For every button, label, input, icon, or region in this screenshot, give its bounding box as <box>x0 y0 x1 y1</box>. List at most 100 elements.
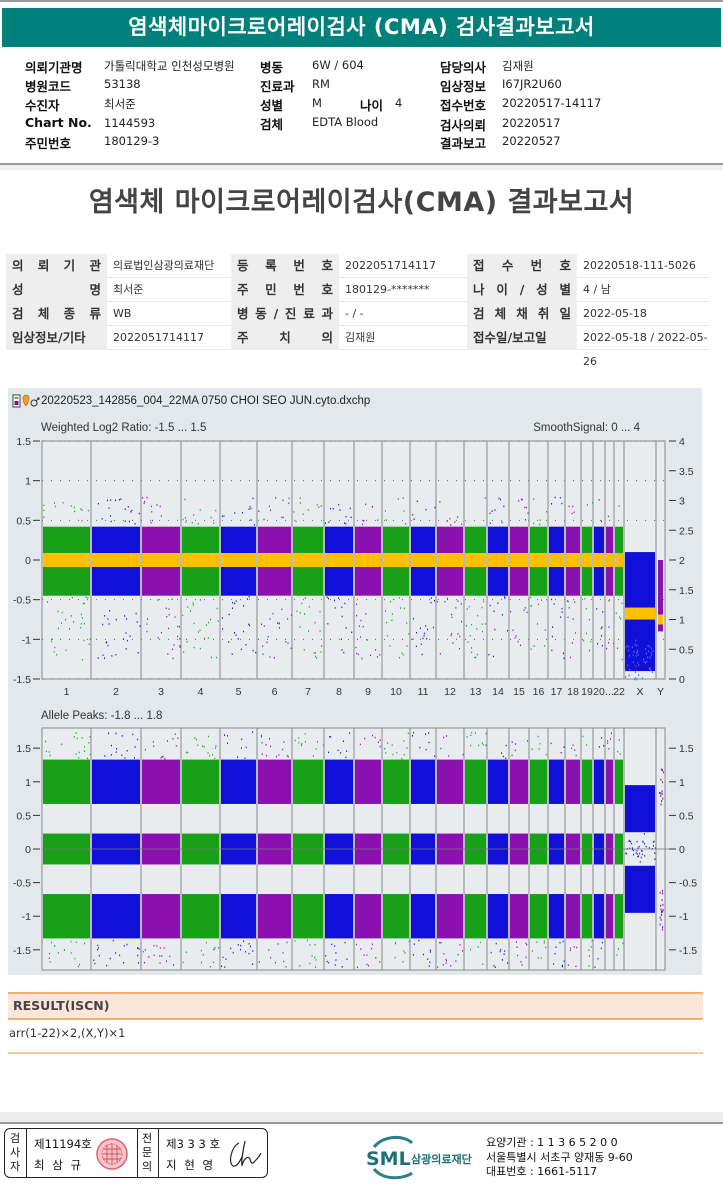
data-point <box>83 602 85 605</box>
detail-row: 성 명 최서준 주 민 번 호 180129-******* 나 이 / 성 별 4 / 남 <box>6 278 709 302</box>
info-label: 검사의뢰 <box>440 118 487 133</box>
data-point <box>142 497 144 499</box>
data-point <box>87 509 89 512</box>
data-point <box>621 602 623 605</box>
data-point <box>394 942 396 945</box>
data-point <box>483 600 485 603</box>
data-point <box>422 953 424 956</box>
data-point <box>640 856 642 859</box>
data-point <box>503 953 505 955</box>
data-point <box>214 757 216 760</box>
data-point <box>445 962 447 964</box>
data-point <box>275 497 277 499</box>
data-point <box>364 737 366 740</box>
data-point <box>215 509 217 512</box>
data-point <box>186 640 188 643</box>
data-point <box>115 751 117 753</box>
data-point <box>82 602 84 605</box>
data-point <box>237 756 239 758</box>
data-point <box>144 748 146 751</box>
data-point <box>576 946 578 949</box>
data-point <box>642 840 644 843</box>
data-point <box>270 956 272 959</box>
data-point <box>402 960 404 963</box>
data-point <box>235 600 237 602</box>
data-point <box>625 669 627 672</box>
data-point <box>159 962 161 964</box>
data-point <box>543 940 545 943</box>
data-point <box>448 755 450 757</box>
allele-peak-band <box>582 894 592 939</box>
smooth-signal <box>92 553 140 567</box>
chromosome-11 <box>411 441 437 679</box>
data-point <box>635 852 637 854</box>
data-point <box>197 523 199 525</box>
data-point <box>489 604 491 607</box>
data-point <box>344 941 346 944</box>
data-point <box>425 625 427 627</box>
data-point <box>419 746 421 749</box>
data-point <box>504 596 506 598</box>
detail-value: 의료법인삼광의료재단 <box>113 259 215 272</box>
data-point <box>471 731 473 734</box>
data-point <box>263 518 265 521</box>
data-point <box>241 747 243 749</box>
data-point <box>48 957 50 959</box>
data-point <box>390 600 392 603</box>
data-point <box>386 635 388 637</box>
data-point <box>210 618 212 621</box>
data-point <box>661 913 663 916</box>
label-char: 별 <box>559 282 571 297</box>
data-point <box>84 750 86 753</box>
data-point <box>551 635 553 638</box>
data-point <box>115 732 117 735</box>
data-point <box>248 508 250 510</box>
label-char: 나 <box>473 282 485 297</box>
data-point <box>101 518 103 520</box>
data-point <box>146 623 148 625</box>
data-point <box>402 654 404 656</box>
info-label: 의뢰기관명 <box>25 60 83 75</box>
allele-peak-band <box>488 894 508 939</box>
data-point <box>561 964 563 967</box>
data-point <box>585 607 587 610</box>
info-label: 결과보고 <box>440 136 487 151</box>
data-point <box>342 740 344 743</box>
data-point <box>540 957 542 959</box>
data-point <box>137 954 139 957</box>
data-point <box>651 670 653 673</box>
data-point <box>94 962 96 965</box>
data-point <box>125 648 127 650</box>
log2-band <box>658 560 663 632</box>
data-point <box>643 658 645 661</box>
data-point <box>81 737 83 739</box>
data-point <box>636 840 638 843</box>
data-point <box>252 649 254 652</box>
data-point <box>136 621 138 623</box>
data-point <box>300 744 302 747</box>
y-tick-label: -0.5 <box>13 878 31 890</box>
label-char: 사 <box>9 1146 21 1159</box>
data-point <box>391 744 393 746</box>
info-value: 180129-3 <box>104 134 160 148</box>
data-point <box>331 943 333 946</box>
chromosome-label: 2 <box>113 686 119 698</box>
data-point <box>355 943 357 946</box>
specialist-license-no: 제3 3 3 호 <box>166 1137 221 1151</box>
data-point <box>273 657 275 659</box>
data-point <box>249 945 251 948</box>
data-point <box>476 628 478 630</box>
data-point <box>645 661 647 664</box>
data-point <box>661 790 663 793</box>
data-point <box>185 951 187 953</box>
data-point <box>621 658 623 661</box>
data-point <box>74 510 76 513</box>
data-point <box>497 602 499 604</box>
data-point <box>75 732 77 734</box>
data-point <box>125 632 127 634</box>
data-point <box>400 607 402 609</box>
data-point <box>514 637 516 639</box>
data-point <box>316 741 318 743</box>
data-point <box>207 735 209 738</box>
